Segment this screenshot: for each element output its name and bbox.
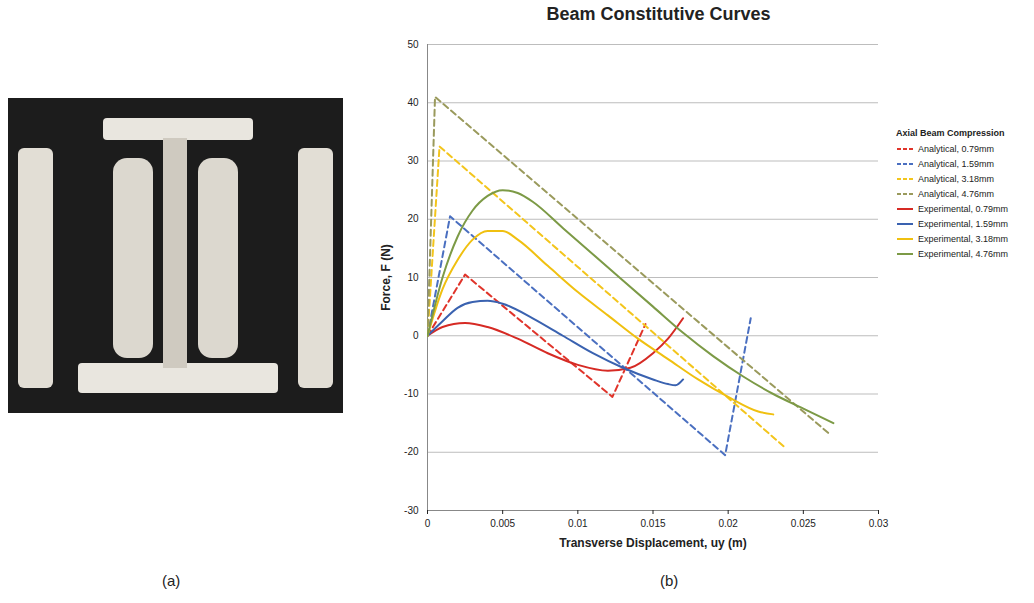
svg-text:0.03: 0.03 <box>869 518 889 529</box>
svg-text:Force, F (N): Force, F (N) <box>379 244 393 311</box>
html-text:Analytical, 1.59mm: Analytical, 1.59mm <box>918 159 994 169</box>
svg-text:0.025: 0.025 <box>791 518 816 529</box>
svg-text:Transverse Displacement, uy (m: Transverse Displacement, uy (m) <box>559 536 746 550</box>
svg-text:0: 0 <box>413 330 419 341</box>
svg-text:40: 40 <box>407 97 419 108</box>
svg-text:-20: -20 <box>404 446 419 457</box>
svg-text:0: 0 <box>425 518 431 529</box>
html-text:Analytical, 0.79mm: Analytical, 0.79mm <box>918 144 994 154</box>
html-text:Beam Constitutive Curves: Beam Constitutive Curves <box>546 4 771 24</box>
html-text:Axial Beam Compression: Axial Beam Compression <box>896 128 1005 138</box>
html-text:Experimental, 3.18mm: Experimental, 3.18mm <box>918 234 1008 244</box>
svg-text:10: 10 <box>407 272 419 283</box>
html-text:(a): (a) <box>162 572 181 589</box>
svg-text:0.02: 0.02 <box>718 518 738 529</box>
html-text:Analytical, 3.18mm: Analytical, 3.18mm <box>918 174 994 184</box>
svg-text:0.015: 0.015 <box>640 518 665 529</box>
svg-text:50: 50 <box>407 39 419 50</box>
html-text:Analytical, 4.76mm: Analytical, 4.76mm <box>918 189 994 199</box>
svg-text:20: 20 <box>407 213 419 224</box>
svg-text:0.005: 0.005 <box>490 518 515 529</box>
svg-text:-30: -30 <box>404 505 419 516</box>
html-text:Experimental, 0.79mm: Experimental, 0.79mm <box>918 204 1008 214</box>
html-text:(b): (b) <box>660 572 679 589</box>
html-text:Experimental, 1.59mm: Experimental, 1.59mm <box>918 219 1008 229</box>
svg-text:-10: -10 <box>404 388 419 399</box>
svg-text:0.01: 0.01 <box>568 518 588 529</box>
svg-text:30: 30 <box>407 155 419 166</box>
html-text:Experimental, 4.76mm: Experimental, 4.76mm <box>918 249 1008 259</box>
